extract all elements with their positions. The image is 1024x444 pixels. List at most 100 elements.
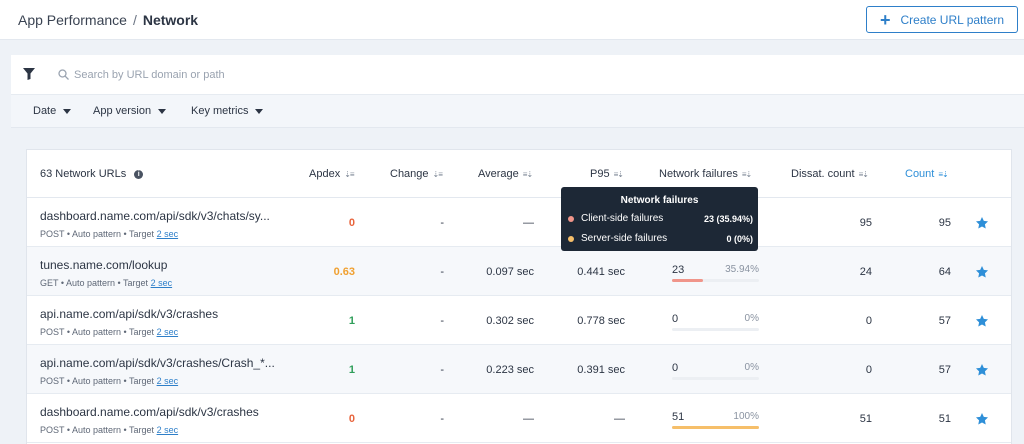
dissat-count-value: 95 (859, 217, 872, 229)
target-threshold-link[interactable]: 2 sec (150, 278, 173, 288)
tooltip-server-side-row: Server-side failures 0 (0%) (568, 233, 753, 244)
star-icon[interactable] (975, 412, 989, 426)
column-header-apdex[interactable]: Apdex ⇣≡ (309, 168, 355, 180)
network-failures-percent: 0% (744, 362, 759, 373)
column-label-change: Change (390, 168, 429, 180)
table-header: 63 Network URLs i Apdex ⇣≡ Change ⇣≡ Averag… (27, 150, 1011, 198)
average-value: 0.223 sec (486, 364, 534, 376)
url-link[interactable]: tunes.name.com/lookup (40, 258, 168, 272)
url-link[interactable]: api.name.com/api/sdk/v3/crashes/Crash_*.… (40, 356, 275, 370)
pattern-type: Auto pattern (66, 278, 116, 288)
sort-icon: ≡⇣ (522, 169, 533, 179)
column-header-p95[interactable]: P95 ≡⇣ (590, 168, 624, 180)
column-label-apdex: Apdex (309, 168, 341, 180)
http-method: POST (40, 376, 65, 386)
network-failures-bar (672, 377, 759, 380)
star-icon[interactable] (975, 314, 989, 328)
average-value: — (523, 413, 534, 425)
p95-value: 0.778 sec (577, 315, 625, 327)
target-threshold-link[interactable]: 2 sec (156, 376, 179, 386)
target-label: Target (129, 425, 155, 435)
table-row[interactable]: tunes.name.com/lookup GET • Auto pattern … (27, 247, 1011, 296)
table-title: 63 Network URLs i (40, 168, 144, 180)
count-value: 64 (938, 266, 951, 278)
date-filter-dropdown[interactable]: Date (33, 105, 72, 117)
server-side-legend-dot (568, 235, 574, 242)
count-value: 57 (938, 364, 951, 376)
key-metrics-filter-dropdown[interactable]: Key metrics (191, 105, 264, 117)
search-icon (58, 69, 69, 80)
column-label-average: Average (478, 168, 519, 180)
tooltip-server-side-value: 0 (0%) (726, 233, 753, 244)
p95-value: 0.441 sec (577, 266, 625, 278)
target-threshold-link[interactable]: 2 sec (156, 229, 179, 239)
average-value: — (523, 217, 534, 229)
network-failures-bar-fill (672, 279, 704, 282)
network-urls-table: 63 Network URLs i Apdex ⇣≡ Change ⇣≡ Averag… (26, 149, 1012, 444)
table-row[interactable]: dashboard.name.com/api/sdk/v3/crashes POS… (27, 394, 1011, 443)
apdex-value: 0.63 (333, 266, 355, 278)
dissat-count-value: 0 (865, 315, 872, 327)
pattern-type: Auto pattern (72, 376, 122, 386)
target-label: Target (129, 229, 155, 239)
date-filter-label: Date (33, 105, 57, 117)
column-header-network-failures[interactable]: Network failures ≡⇣ (659, 168, 752, 180)
p95-value: — (614, 413, 625, 425)
column-header-average[interactable]: Average ≡⇣ (478, 168, 533, 180)
table-row[interactable]: api.name.com/api/sdk/v3/crashes/Crash_*.… (27, 345, 1011, 394)
network-failures-bar (672, 426, 759, 429)
create-url-pattern-button[interactable]: + Create URL pattern (866, 6, 1018, 33)
caret-down-icon (255, 108, 264, 114)
network-failures-percent: 0% (744, 313, 759, 324)
breadcrumb-parent[interactable]: App Performance (18, 12, 127, 28)
sort-icon: ≡⇣ (938, 169, 948, 179)
network-failures-count: 51 (672, 411, 685, 423)
http-method: POST (40, 327, 65, 337)
table-row[interactable]: dashboard.name.com/api/sdk/v3/chats/sy..… (27, 198, 1011, 247)
column-header-change[interactable]: Change ⇣≡ (390, 168, 443, 180)
network-failures-percent: 100% (733, 411, 759, 422)
count-value: 95 (938, 217, 951, 229)
target-label: Target (123, 278, 149, 288)
column-label-dissat-count: Dissat. count (791, 168, 855, 180)
http-method: POST (40, 425, 65, 435)
star-icon[interactable] (975, 265, 989, 279)
url-link[interactable]: api.name.com/api/sdk/v3/crashes (40, 307, 219, 321)
pattern-type: Auto pattern (72, 229, 122, 239)
apdex-value: 1 (348, 315, 355, 327)
sort-icon: ⇣≡ (344, 169, 354, 179)
network-failures-count: 0 (672, 362, 679, 374)
change-value: - (440, 364, 444, 376)
target-threshold-link[interactable]: 2 sec (156, 425, 179, 435)
change-value: - (440, 217, 444, 229)
average-value: 0.302 sec (486, 315, 534, 327)
target-threshold-link[interactable]: 2 sec (156, 327, 179, 337)
filter-icon[interactable] (23, 68, 35, 80)
column-header-count[interactable]: Count ≡⇣ (905, 168, 949, 180)
network-failures-bar (672, 328, 759, 331)
url-link[interactable]: dashboard.name.com/api/sdk/v3/chats/sy..… (40, 209, 270, 223)
search-input[interactable] (74, 65, 474, 85)
dissat-count-value: 24 (859, 266, 872, 278)
tooltip-client-side-label: Client-side failures (581, 213, 664, 224)
url-meta: GET • Auto pattern • Target 2 sec (40, 278, 173, 288)
url-meta: POST • Auto pattern • Target 2 sec (40, 229, 179, 239)
table-row[interactable]: api.name.com/api/sdk/v3/crashes POST • Au… (27, 296, 1011, 345)
app-version-filter-dropdown[interactable]: App version (93, 105, 167, 117)
dissat-count-value: 51 (859, 413, 872, 425)
star-icon[interactable] (975, 216, 989, 230)
info-icon[interactable]: i (134, 169, 144, 179)
change-value: - (440, 315, 444, 327)
p95-value: 0.391 sec (577, 364, 625, 376)
sort-icon: ≡⇣ (741, 169, 752, 179)
http-method: GET (40, 278, 59, 288)
star-icon[interactable] (975, 363, 989, 377)
caret-down-icon (158, 108, 167, 114)
url-link[interactable]: dashboard.name.com/api/sdk/v3/crashes (40, 405, 259, 419)
url-meta: POST • Auto pattern • Target 2 sec (40, 425, 179, 435)
filter-bar: Date App version Key metrics (11, 95, 1024, 128)
column-label-count: Count (905, 168, 935, 180)
column-header-dissat-count[interactable]: Dissat. count ≡⇣ (791, 168, 869, 180)
tooltip-title: Network failures (620, 195, 699, 206)
network-failures-count: 0 (672, 313, 679, 325)
